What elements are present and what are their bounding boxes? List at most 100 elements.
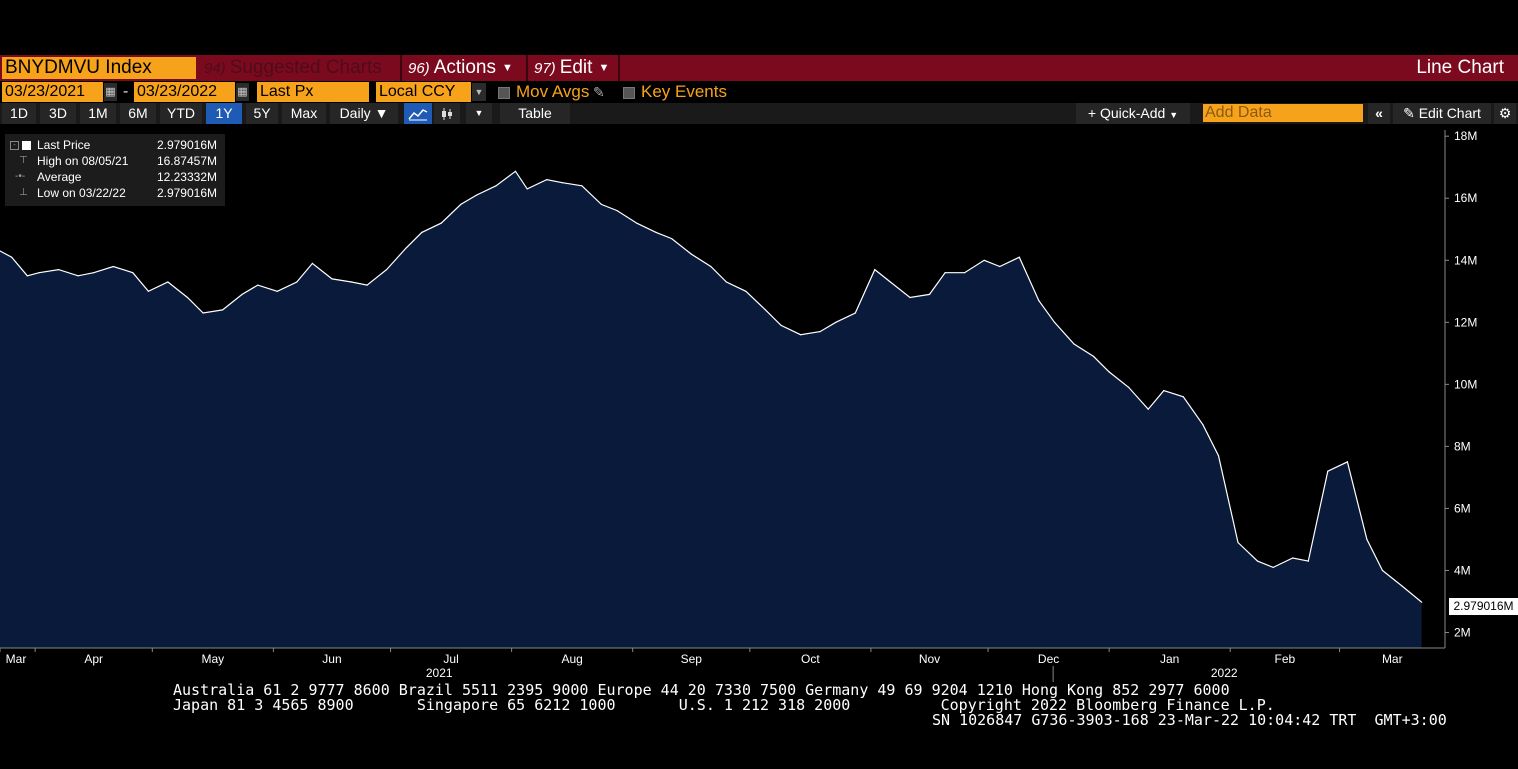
data-point	[1147, 408, 1149, 410]
data-point	[495, 185, 497, 187]
range-6m-button[interactable]: 6M	[120, 103, 156, 124]
gear-icon[interactable]: ⚙	[1494, 103, 1516, 124]
calendar-icon[interactable]: ▦	[236, 83, 249, 101]
data-point	[1053, 321, 1056, 323]
low-marker-icon: ⊥	[19, 187, 28, 198]
data-point	[909, 296, 911, 299]
year-label: 2022	[1211, 666, 1238, 680]
legend-last-row: - Last Price 2.979016M	[5, 137, 225, 153]
start-date-field[interactable]: 03/23/2021	[2, 82, 103, 102]
range-1d-button[interactable]: 1D	[2, 103, 36, 124]
collapse-tree-icon[interactable]: -	[10, 141, 19, 150]
quick-add-button[interactable]: + Quick-Add ▼	[1076, 103, 1190, 124]
chevron-down-icon[interactable]: ▼	[472, 83, 486, 101]
suggested-charts-label: Suggested Charts	[229, 57, 382, 78]
data-point	[0, 250, 1, 252]
edit-chart-button[interactable]: ✎ Edit Chart	[1393, 103, 1491, 124]
footer-session-line: SN 1026847 G736-3903-168 23-Mar-22 10:04…	[932, 711, 1447, 729]
chart-type-label: Line Chart	[1416, 57, 1504, 78]
data-point	[202, 312, 204, 314]
data-point	[1366, 538, 1368, 540]
data-point	[671, 238, 673, 240]
data-point	[690, 253, 692, 255]
data-point	[405, 247, 407, 249]
data-point	[983, 259, 985, 261]
data-point	[38, 272, 40, 274]
ticker-field[interactable]: BNYDMVU Index	[2, 57, 196, 79]
calendar-icon[interactable]: ▦	[104, 83, 117, 101]
candlestick-icon[interactable]	[434, 103, 460, 124]
legend-high-row: ⊤ High on 08/05/21 16.87457M	[5, 153, 225, 169]
actions-menu[interactable]: 96) Actions ▼	[408, 55, 513, 81]
data-point	[636, 222, 638, 224]
x-tick-label: Nov	[919, 652, 940, 666]
data-point	[147, 290, 149, 292]
series-area	[0, 171, 1422, 649]
data-point	[1272, 566, 1274, 568]
legend-last-label: Last Price	[37, 138, 91, 152]
data-point	[1202, 424, 1204, 426]
collapse-icon[interactable]: «	[1368, 103, 1390, 124]
data-point	[132, 272, 134, 274]
range-3d-button[interactable]: 3D	[40, 103, 76, 124]
data-point	[764, 309, 767, 311]
legend-low-row: ⊥ Low on 03/22/22 2.979016M	[5, 185, 225, 201]
end-date-field[interactable]: 03/23/2022	[134, 82, 235, 102]
price-field-select[interactable]: Last Px	[257, 82, 369, 102]
range-1m-button[interactable]: 1M	[80, 103, 116, 124]
legend-high-label: High on 08/05/21	[37, 154, 129, 168]
data-point	[1092, 355, 1095, 357]
x-axis: Mar Apr May Jun Jul Aug Sep Oct Nov Dec Jan Feb Mar 2…	[0, 647, 1445, 682]
pencil-icon: ✎	[1403, 105, 1415, 121]
legend-last-value: 2.979016M	[156, 138, 217, 152]
x-tick-label: Feb	[1275, 652, 1296, 666]
last-value-tag: 2.979016M	[1449, 598, 1518, 615]
legend-low-value: 2.979016M	[156, 186, 217, 200]
data-point	[725, 281, 728, 283]
plot-area	[0, 170, 1423, 649]
data-point	[514, 170, 517, 172]
y-tick-label: 18M	[1454, 129, 1477, 143]
data-point	[1421, 601, 1423, 603]
date-separator: -	[123, 83, 129, 100]
mov-avgs-checkbox[interactable]	[498, 87, 510, 99]
x-tick-label: Jul	[443, 652, 458, 666]
chevron-down-icon[interactable]: ▼	[466, 103, 492, 124]
frequency-select[interactable]: Daily ▼	[330, 103, 398, 124]
line-chart-glyph	[408, 109, 428, 121]
data-point	[1108, 371, 1110, 373]
data-point	[1401, 585, 1403, 587]
price-chart: 2M 4M 6M 8M 10M 12M 14M 16M 18M Mar Apr May Jun Jul A…	[0, 129, 1477, 682]
edit-menu[interactable]: 97) Edit ▼	[534, 55, 609, 81]
data-point	[222, 309, 224, 311]
y-tick-label: 16M	[1454, 191, 1477, 205]
x-tick-label: Dec	[1038, 652, 1059, 666]
line-chart-icon[interactable]	[404, 103, 432, 124]
data-point	[421, 231, 423, 233]
table-button[interactable]: Table	[500, 103, 570, 124]
data-point	[819, 331, 821, 333]
data-point	[546, 179, 548, 181]
x-tick-label: Mar	[6, 652, 27, 666]
currency-select[interactable]: Local CCY	[376, 82, 471, 102]
year-label: 2021	[426, 666, 453, 680]
data-point	[26, 275, 28, 277]
suggested-charts-button[interactable]: 94) Suggested Charts	[204, 55, 382, 81]
data-point	[1346, 461, 1348, 463]
data-point	[11, 256, 13, 258]
edit-label: Edit	[559, 57, 593, 78]
key-events-label[interactable]: Key Events	[641, 82, 727, 101]
range-ytd-button[interactable]: YTD	[160, 103, 202, 124]
range-1y-button[interactable]: 1Y	[206, 103, 242, 124]
pencil-icon[interactable]: ✎	[593, 84, 605, 100]
data-point	[257, 284, 259, 286]
range-5y-button[interactable]: 5Y	[246, 103, 278, 124]
x-tick-label: Aug	[561, 652, 582, 666]
range-max-button[interactable]: Max	[282, 103, 326, 124]
actions-number: 96)	[408, 60, 430, 77]
mov-avgs-label[interactable]: Mov Avgs	[516, 82, 590, 101]
data-point	[928, 293, 931, 295]
key-events-checkbox[interactable]	[623, 87, 635, 99]
x-tick-label: Apr	[84, 652, 103, 666]
add-data-input[interactable]: Add Data	[1203, 104, 1363, 122]
